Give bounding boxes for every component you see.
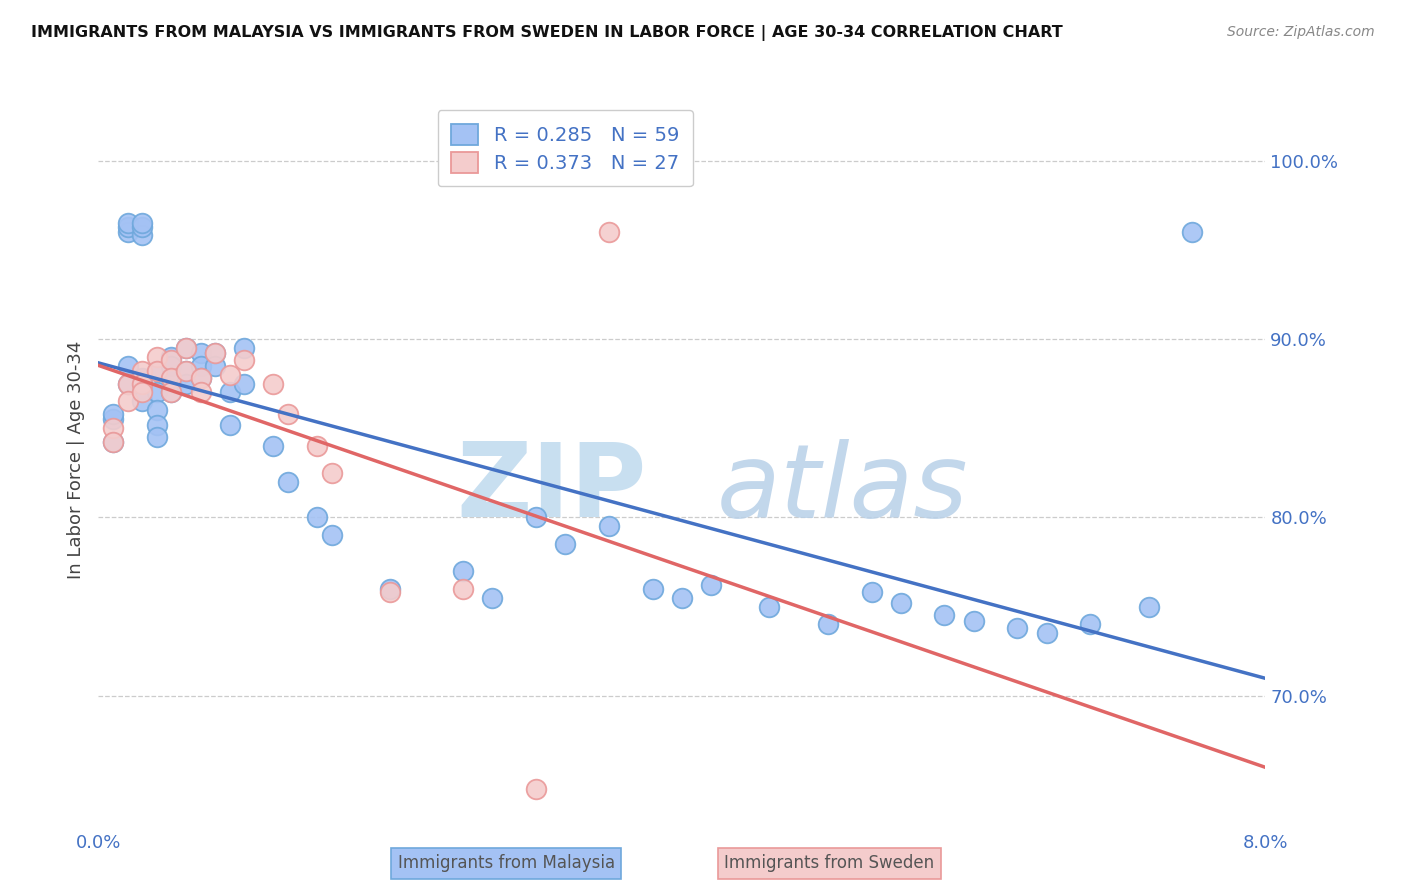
Point — [101, 421, 124, 435]
Point — [101, 407, 124, 421]
Point — [117, 225, 139, 239]
Legend: R = 0.285   N = 59, R = 0.373   N = 27: R = 0.285 N = 59, R = 0.373 N = 27 — [437, 110, 693, 186]
Point — [131, 228, 153, 243]
Point — [1007, 621, 1029, 635]
Point — [146, 364, 169, 378]
Point — [962, 614, 984, 628]
Point — [146, 364, 169, 378]
Point — [101, 412, 124, 426]
Point — [1035, 626, 1057, 640]
Point — [598, 519, 620, 533]
Point — [307, 510, 329, 524]
Point — [218, 385, 240, 400]
Text: Immigrants from Sweden: Immigrants from Sweden — [724, 855, 935, 872]
Point — [598, 225, 620, 239]
Point — [860, 585, 883, 599]
Point — [131, 216, 153, 230]
Point — [174, 364, 197, 378]
Point — [146, 385, 169, 400]
Point — [146, 417, 169, 432]
Point — [1080, 617, 1102, 632]
Point — [174, 376, 197, 391]
Point — [307, 439, 329, 453]
Text: Immigrants from Malaysia: Immigrants from Malaysia — [398, 855, 614, 872]
Point — [117, 359, 139, 373]
Point — [160, 371, 183, 385]
Point — [233, 376, 256, 391]
Point — [190, 371, 212, 385]
Point — [451, 564, 474, 578]
Point — [174, 341, 197, 355]
Point — [174, 341, 197, 355]
Point — [160, 350, 183, 364]
Point — [101, 435, 124, 450]
Y-axis label: In Labor Force | Age 30-34: In Labor Force | Age 30-34 — [66, 340, 84, 579]
Text: atlas: atlas — [717, 439, 969, 539]
Point — [160, 353, 183, 368]
Point — [380, 582, 402, 596]
Point — [758, 599, 780, 614]
Point — [481, 591, 503, 605]
Point — [174, 364, 197, 378]
Point — [117, 219, 139, 234]
Point — [524, 510, 547, 524]
Point — [554, 537, 576, 551]
Point — [117, 394, 139, 409]
Point — [131, 385, 153, 400]
Point — [262, 376, 284, 391]
Point — [934, 608, 956, 623]
Point — [146, 350, 169, 364]
Point — [671, 591, 693, 605]
Point — [131, 219, 153, 234]
Point — [146, 430, 169, 444]
Point — [190, 359, 212, 373]
Point — [277, 407, 299, 421]
Point — [1181, 225, 1204, 239]
Point — [204, 359, 226, 373]
Point — [160, 359, 183, 373]
Point — [1137, 599, 1160, 614]
Point — [131, 382, 153, 396]
Point — [117, 376, 139, 391]
Text: IMMIGRANTS FROM MALAYSIA VS IMMIGRANTS FROM SWEDEN IN LABOR FORCE | AGE 30-34 CO: IMMIGRANTS FROM MALAYSIA VS IMMIGRANTS F… — [31, 25, 1063, 41]
Point — [190, 385, 212, 400]
Point — [218, 368, 240, 382]
Point — [160, 371, 183, 385]
Text: Source: ZipAtlas.com: Source: ZipAtlas.com — [1227, 25, 1375, 39]
Point — [700, 578, 723, 592]
Point — [101, 435, 124, 450]
Point — [146, 403, 169, 417]
Point — [117, 376, 139, 391]
Point — [817, 617, 839, 632]
Point — [321, 466, 343, 480]
Point — [117, 216, 139, 230]
Point — [131, 371, 153, 385]
Point — [890, 596, 912, 610]
Point — [160, 385, 183, 400]
Text: ZIP: ZIP — [457, 439, 647, 540]
Point — [131, 364, 153, 378]
Point — [380, 585, 402, 599]
Point — [233, 353, 256, 368]
Point — [233, 341, 256, 355]
Point — [218, 417, 240, 432]
Point — [321, 528, 343, 542]
Point — [131, 376, 153, 391]
Point — [190, 346, 212, 360]
Point — [131, 394, 153, 409]
Point — [204, 346, 226, 360]
Point — [641, 582, 664, 596]
Point — [204, 346, 226, 360]
Point — [160, 385, 183, 400]
Point — [277, 475, 299, 489]
Point — [190, 371, 212, 385]
Point — [524, 781, 547, 796]
Point — [262, 439, 284, 453]
Point — [451, 582, 474, 596]
